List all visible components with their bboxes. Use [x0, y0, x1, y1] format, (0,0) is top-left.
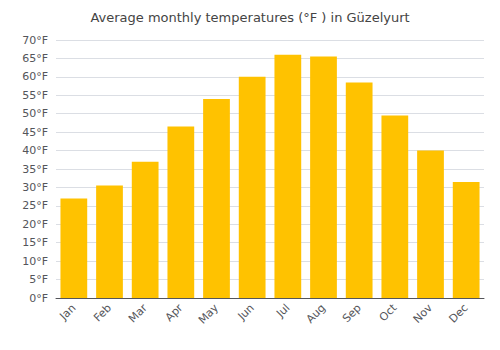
- svg-text:Average monthly temperatures (: Average monthly temperatures (°F ) in Gü…: [90, 10, 409, 25]
- svg-text:Jun: Jun: [235, 301, 257, 323]
- svg-text:Nov: Nov: [411, 301, 436, 326]
- svg-text:Mar: Mar: [126, 301, 150, 325]
- svg-text:Sep: Sep: [340, 301, 364, 325]
- svg-text:Dec: Dec: [447, 301, 471, 325]
- svg-text:30°F: 30°F: [22, 181, 48, 194]
- svg-text:Jan: Jan: [57, 301, 79, 323]
- svg-text:70°F: 70°F: [22, 34, 48, 47]
- svg-text:60°F: 60°F: [22, 70, 48, 83]
- svg-text:0°F: 0°F: [29, 292, 48, 305]
- svg-text:Apr: Apr: [163, 301, 186, 324]
- svg-text:Aug: Aug: [304, 301, 328, 325]
- svg-text:55°F: 55°F: [22, 89, 48, 102]
- svg-text:45°F: 45°F: [22, 126, 48, 139]
- svg-text:15°F: 15°F: [22, 236, 48, 249]
- svg-text:5°F: 5°F: [29, 273, 48, 286]
- svg-text:65°F: 65°F: [22, 52, 48, 65]
- svg-text:25°F: 25°F: [22, 199, 48, 212]
- svg-text:10°F: 10°F: [22, 255, 48, 268]
- svg-text:40°F: 40°F: [22, 144, 48, 157]
- svg-text:May: May: [196, 301, 222, 327]
- svg-text:20°F: 20°F: [22, 218, 48, 231]
- svg-text:Jul: Jul: [273, 301, 292, 320]
- svg-text:Feb: Feb: [91, 301, 114, 324]
- svg-text:50°F: 50°F: [22, 107, 48, 120]
- svg-text:35°F: 35°F: [22, 163, 48, 176]
- svg-text:Oct: Oct: [377, 301, 400, 324]
